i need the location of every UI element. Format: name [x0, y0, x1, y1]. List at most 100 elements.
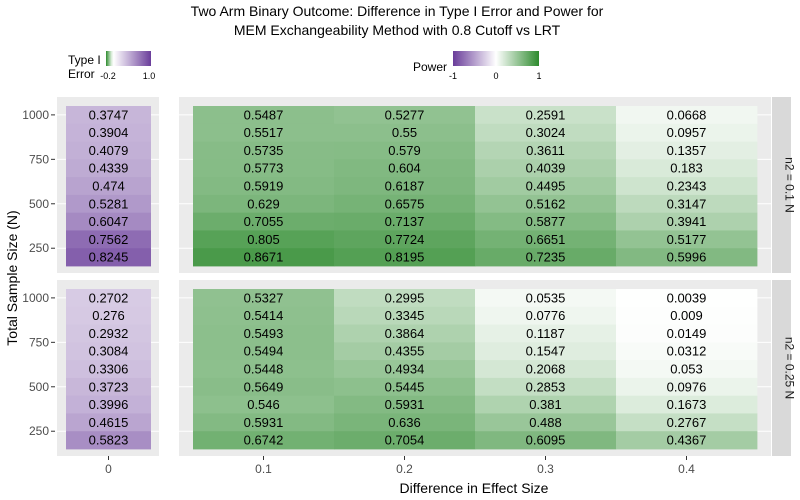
power-cell	[475, 123, 617, 142]
power-cell-label: 0.009	[670, 308, 703, 323]
power-cell	[334, 431, 476, 450]
chart-title-line1: Two Arm Binary Outcome: Difference in Ty…	[191, 3, 604, 19]
power-cell	[334, 212, 476, 231]
power-cell	[334, 230, 476, 249]
power-cell-label: 0.5493	[244, 326, 284, 341]
type1-cell	[66, 395, 151, 414]
power-cell	[475, 194, 617, 214]
type1-cell-label: 0.2702	[89, 290, 129, 305]
power-cell-label: 0.579	[388, 143, 421, 158]
type1-cell	[66, 194, 151, 214]
power-cell-label: 0.2591	[526, 107, 566, 122]
chart-title-line2: MEM Exchangeability Method with 0.8 Cuto…	[234, 22, 561, 38]
power-cell-label: 0.5931	[385, 397, 425, 412]
y-tick-label: 1000	[22, 291, 49, 305]
power-cell-label: 0.1187	[526, 326, 565, 341]
power-cell-label: 0.5735	[244, 143, 284, 158]
type1-cell	[66, 159, 151, 178]
power-cell	[334, 123, 476, 142]
facet-strip	[772, 280, 791, 456]
type1-cell-label: 0.4339	[89, 161, 129, 176]
type1-cell	[66, 289, 151, 308]
power-cell-label: 0.7137	[385, 214, 425, 229]
power-cell-label: 0.8195	[385, 250, 425, 265]
power-cell-label: 0.6187	[385, 179, 425, 194]
heatmap-panels: 1000 750 500 250 0.3747 0.3904 0.4079 0.4339 0.4…	[22, 97, 797, 476]
power-cell-label: 0.3147	[667, 196, 707, 211]
power-cell	[334, 159, 476, 178]
type1-cell-label: 0.3996	[89, 397, 129, 412]
power-cell-label: 0.805	[247, 232, 280, 247]
power-cell-label: 0.5773	[244, 161, 284, 176]
power-cell-label: 0.7055	[244, 214, 284, 229]
power-cell	[334, 360, 476, 379]
power-cell	[193, 306, 335, 325]
power-cell	[616, 377, 758, 397]
power-cell-label: 0.1357	[667, 143, 707, 158]
power-cell	[475, 248, 617, 267]
legend-power: Power -1 0 1	[413, 51, 542, 81]
power-cell-label: 0.5277	[385, 107, 425, 122]
power-cell-label: 0.546	[247, 397, 280, 412]
power-cell-label: 0.6575	[385, 196, 425, 211]
legend-power-title: Power	[413, 60, 447, 74]
power-cell-label: 0.0312	[667, 344, 707, 359]
power-cell-label: 0.7054	[385, 433, 425, 448]
power-cell	[616, 177, 758, 196]
type1-cell	[66, 306, 151, 325]
power-cell-label: 0.8671	[244, 250, 284, 265]
panel-2: 1000 750 500 250 0.2702 0.276 0.2932 0.3084 0.33…	[22, 280, 797, 456]
power-cell	[616, 413, 758, 432]
power-cell	[475, 377, 617, 397]
power-cell	[193, 141, 335, 160]
power-cell-label: 0.5494	[244, 344, 284, 359]
y-tick-label: 750	[29, 335, 49, 349]
type1-cell	[66, 377, 151, 397]
power-cell	[475, 306, 617, 325]
power-cell	[193, 413, 335, 432]
power-cell-label: 0.0776	[526, 308, 566, 323]
power-cell-label: 0.5517	[244, 125, 284, 140]
type1-cell-label: 0.3306	[89, 362, 129, 377]
power-cell-label: 0.1547	[526, 344, 566, 359]
power-cell	[475, 395, 617, 414]
y-tick-label: 500	[29, 380, 49, 394]
power-cell	[334, 194, 476, 214]
power-cell	[616, 431, 758, 450]
type1-cell-label: 0.5281	[89, 196, 129, 211]
power-cell	[616, 106, 758, 125]
power-cell	[193, 324, 335, 343]
power-cell	[616, 159, 758, 178]
legend-type1-colorbar	[106, 51, 151, 66]
type1-cell	[66, 230, 151, 249]
type1-cell-label: 0.6047	[89, 214, 129, 229]
facet-strip-label: n2 = 0.25 N	[783, 337, 797, 399]
facet-strip	[772, 97, 791, 273]
power-cell	[334, 324, 476, 343]
x-axis-title: Difference in Effect Size	[400, 480, 549, 496]
power-cell-label: 0.5919	[244, 179, 284, 194]
power-cell	[193, 212, 335, 231]
power-cell	[616, 194, 758, 214]
facet-strip-label: n2 = 0.1 N	[783, 157, 797, 213]
power-cell-label: 0.5327	[244, 290, 284, 305]
y-tick-label: 1000	[22, 108, 49, 122]
type1-cell	[66, 141, 151, 160]
type1-cell	[66, 212, 151, 231]
power-cell-label: 0.7724	[385, 232, 425, 247]
power-cell	[334, 177, 476, 196]
power-cell	[475, 106, 617, 125]
power-cell	[334, 342, 476, 361]
power-cell-label: 0.1673	[667, 397, 707, 412]
power-cell-label: 0.2853	[526, 379, 566, 394]
power-cell-label: 0.2343	[667, 179, 707, 194]
power-cell-label: 0.5448	[244, 362, 284, 377]
power-cell	[616, 342, 758, 361]
power-cell-label: 0.0976	[667, 379, 707, 394]
type1-cell-label: 0.474	[92, 179, 125, 194]
power-cell-label: 0.3864	[385, 326, 425, 341]
type1-cell	[66, 360, 151, 379]
power-cell-label: 0.0957	[667, 125, 707, 140]
power-cell	[475, 177, 617, 196]
power-cell	[616, 324, 758, 343]
